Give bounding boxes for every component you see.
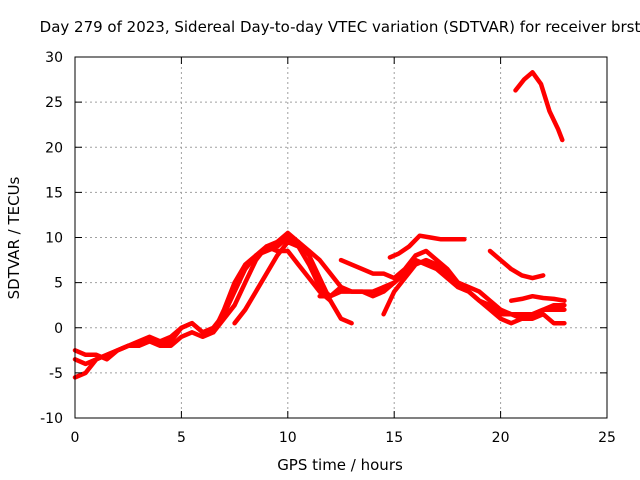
y-tick-label: 0	[54, 321, 63, 337]
y-tick-label: 5	[54, 276, 63, 292]
x-tick-label: 25	[598, 430, 616, 446]
y-tick-label: 30	[45, 50, 63, 66]
series-line-arc-11	[513, 70, 565, 143]
axis-ticks	[74, 56, 608, 419]
series-line-arc-8	[387, 233, 467, 260]
y-tick-labels: -10 -5 0 5 10 15 20 25 30	[40, 50, 63, 427]
x-tick-label: 10	[279, 430, 297, 446]
x-tick-label: 15	[385, 430, 403, 446]
y-axis-label: SDTVAR / TECUs	[5, 176, 23, 299]
series-line-arc-9	[487, 248, 546, 281]
x-tick-label: 0	[71, 430, 80, 446]
x-axis-label: GPS time / hours	[277, 456, 403, 474]
y-tick-label: -10	[40, 411, 63, 427]
series-line-arc-7	[381, 257, 567, 326]
y-tick-label: 25	[45, 95, 63, 111]
chart-title: Day 279 of 2023, Sidereal Day-to-day VTE…	[40, 18, 640, 36]
series-line-arc-3	[72, 235, 344, 367]
x-tick-labels: 0 5 10 15 20 25	[71, 430, 616, 446]
y-tick-label: -5	[49, 366, 63, 382]
y-tick-label: 20	[45, 140, 63, 156]
series-line-arc-5	[317, 257, 567, 317]
grid-lines	[75, 57, 607, 418]
x-tick-label: 5	[177, 430, 186, 446]
series-line-arc-10	[508, 293, 567, 303]
x-tick-label: 20	[492, 430, 510, 446]
y-tick-label: 15	[45, 185, 63, 201]
data-series	[72, 70, 567, 380]
y-tick-label: 10	[45, 231, 63, 247]
